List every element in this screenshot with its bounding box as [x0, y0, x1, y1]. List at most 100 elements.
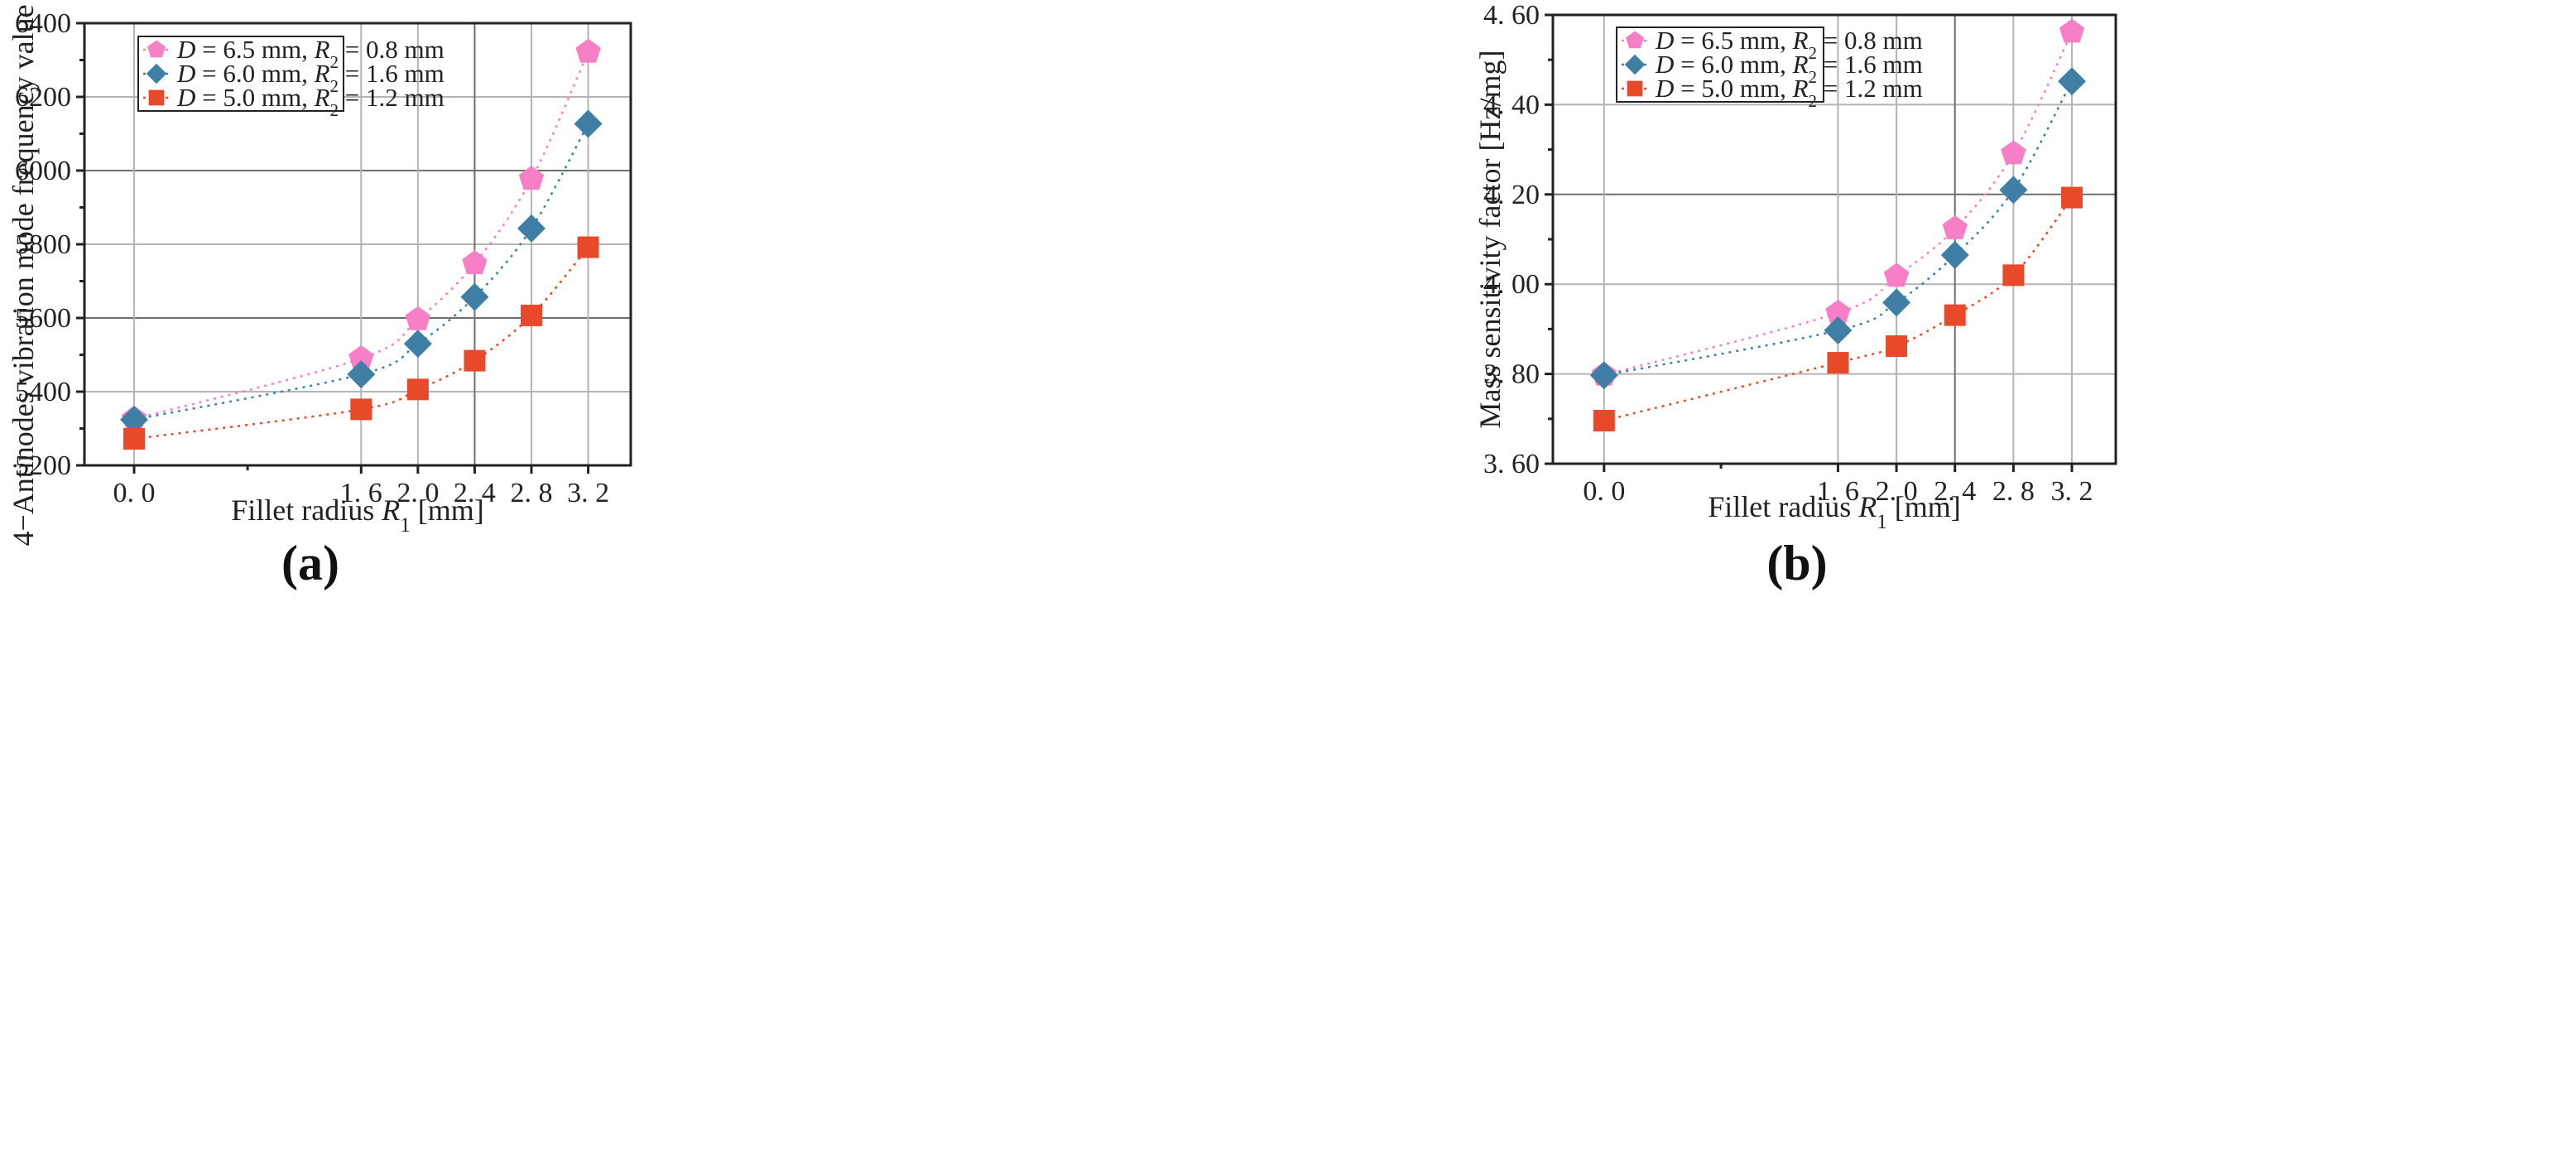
legend-marker-diamond [1624, 54, 1646, 75]
series-line [133, 51, 589, 421]
legend-marker-square [1627, 80, 1643, 97]
sensitivity-chart: 3. 60 3. 80 4. 00 4. 20 4. 40 4. 60 0. 0 1. 6 2.… [1473, 0, 2117, 590]
data-point-pentagon [2059, 18, 2085, 43]
data-point-square [521, 304, 542, 326]
series-diamond [120, 109, 603, 434]
data-point-diamond [403, 330, 432, 359]
legend: D = 6.5 mm, R2 = 0.8 mmD = 6.0 mm, R2 = … [1616, 26, 1923, 111]
legend-marker-pentagon [1626, 31, 1644, 49]
data-point-pentagon [348, 344, 374, 369]
legend-box [137, 36, 344, 112]
x-tick-label: 2. 8 [1992, 476, 2035, 507]
y-tick-label: 5400 [15, 377, 71, 407]
legend-label: D = 6.0 mm, R2 = 1.6 mm [176, 59, 445, 96]
y-axis: 5200 5400 5600 5800 6000 6200 6400 [15, 8, 84, 481]
legend-item: D = 6.0 mm, R2 = 1.6 mm [143, 59, 445, 96]
y-tick-label: 4. 60 [1483, 0, 1540, 31]
chart-panel-a: 5200 5400 5600 5800 6000 6200 6400 0. 0 1. 6 2. 0… [7, 0, 632, 590]
x-axis-label: Fillet radius R1 [mm] [1708, 490, 1960, 533]
data-point-pentagon [462, 250, 488, 275]
x-tick-label: 1. 6 [340, 478, 382, 508]
y-axis: 3. 60 3. 80 4. 00 4. 20 4. 40 4. 60 [1483, 0, 1553, 479]
legend-label: D = 5.0 mm, R2 = 1.2 mm [1655, 74, 1923, 111]
legend-box [1616, 26, 1824, 103]
data-point-diamond [1882, 288, 1911, 317]
data-point-square [1944, 304, 1966, 326]
x-tick-label: 3. 2 [2051, 476, 2093, 507]
y-tick-label: 3. 60 [1483, 449, 1540, 479]
legend-label: D = 6.0 mm, R2 = 1.6 mm [1655, 50, 1923, 87]
y-tick-label: 4. 20 [1483, 180, 1540, 210]
series-line [1603, 80, 2074, 377]
x-tick-label: 2. 8 [511, 478, 553, 508]
data-point-square [2002, 264, 2025, 287]
data-point-diamond [347, 360, 376, 389]
x-tick-label: 2. 4 [454, 478, 496, 508]
data-point-diamond [574, 109, 603, 138]
y-tick-label: 6200 [15, 82, 71, 113]
x-tick-label: 0. 0 [113, 478, 156, 508]
data-point-pentagon [518, 166, 545, 190]
legend-marker-diamond [146, 63, 167, 84]
panel-label: (b) [1766, 536, 1827, 590]
data-point-pentagon [1883, 262, 1910, 287]
y-tick-label: 3. 80 [1483, 359, 1540, 390]
legend-item: D = 6.5 mm, R2 = 0.8 mm [1622, 26, 1923, 63]
legend-item: D = 5.0 mm, R2 = 1.2 mm [1622, 74, 1923, 111]
x-tick-label: 1. 6 [1817, 476, 1859, 507]
legend: D = 6.5 mm, R2 = 0.8 mmD = 6.0 mm, R2 = … [137, 35, 445, 120]
legend-item: D = 5.0 mm, R2 = 1.2 mm [143, 83, 445, 120]
data-point-square [1827, 352, 1849, 374]
x-axis: 0. 0 1. 6 2. 0 2. 4 2. 8 3. 2 [1583, 464, 2093, 507]
frequency-chart: 5200 5400 5600 5800 6000 6200 6400 0. 0 1. 6 2. 0… [7, 0, 632, 590]
x-tick-label: 2. 0 [1876, 476, 1918, 507]
y-tick-label: 6000 [15, 156, 71, 186]
data-point-diamond [1824, 316, 1853, 345]
x-axis-label: Fillet radius R1 [mm] [231, 494, 483, 537]
data-point-diamond [1999, 176, 2028, 205]
series-diamond [1589, 67, 2087, 390]
legend-marker-square [148, 89, 165, 106]
y-tick-label: 4. 00 [1483, 269, 1540, 300]
legend-label: D = 6.5 mm, R2 = 0.8 mm [1655, 26, 1923, 63]
series-square [1593, 186, 2083, 431]
data-point-pentagon [575, 38, 601, 63]
data-point-diamond [1940, 240, 1969, 269]
data-point-square [1593, 409, 1615, 431]
data-point-pentagon [1825, 299, 1851, 324]
legend-item: D = 6.5 mm, R2 = 0.8 mm [143, 35, 445, 72]
y-axis-label: Mass sensitivity factor [Hz/mg] [1473, 51, 1507, 429]
series-line [1603, 31, 2074, 376]
data-point-square [577, 236, 599, 258]
series-square [123, 236, 599, 450]
data-point-pentagon [1942, 215, 1968, 239]
data-point-square [350, 398, 372, 421]
grid [84, 23, 631, 465]
data-point-square [2061, 186, 2083, 209]
legend-marker-pentagon [147, 40, 166, 58]
series-line [133, 123, 589, 421]
data-point-square [123, 427, 145, 450]
data-point-square [406, 378, 429, 401]
x-tick-label: 2. 0 [396, 478, 439, 508]
y-tick-label: 5200 [15, 450, 71, 481]
y-tick-label: 6400 [15, 8, 71, 39]
legend-label: D = 5.0 mm, R2 = 1.2 mm [176, 83, 445, 120]
data-point-diamond [460, 282, 489, 311]
data-point-square [1886, 335, 1908, 357]
x-axis: 0. 0 1. 6 2. 0 2. 4 2. 8 3. 2 [113, 465, 609, 508]
x-tick-label: 3. 2 [567, 478, 609, 508]
y-axis-label: 4−Antinodes vibration mode frequency val… [7, 0, 40, 547]
data-point-diamond [2058, 67, 2087, 96]
y-tick-label: 5600 [15, 303, 71, 334]
data-point-diamond [120, 405, 148, 434]
chart-panel-b: 3. 60 3. 80 4. 00 4. 20 4. 40 4. 60 0. 0 1. 6 2.… [1288, 0, 2576, 1175]
legend-item: D = 6.0 mm, R2 = 1.6 mm [1622, 50, 1923, 87]
data-point-pentagon [2001, 140, 2026, 165]
y-tick-label: 4. 40 [1483, 89, 1540, 120]
y-tick-label: 5800 [15, 229, 71, 260]
x-tick-label: 2. 4 [1934, 476, 1976, 507]
data-point-square [464, 349, 486, 372]
data-point-diamond [1589, 361, 1618, 390]
data-point-pentagon [405, 306, 431, 330]
